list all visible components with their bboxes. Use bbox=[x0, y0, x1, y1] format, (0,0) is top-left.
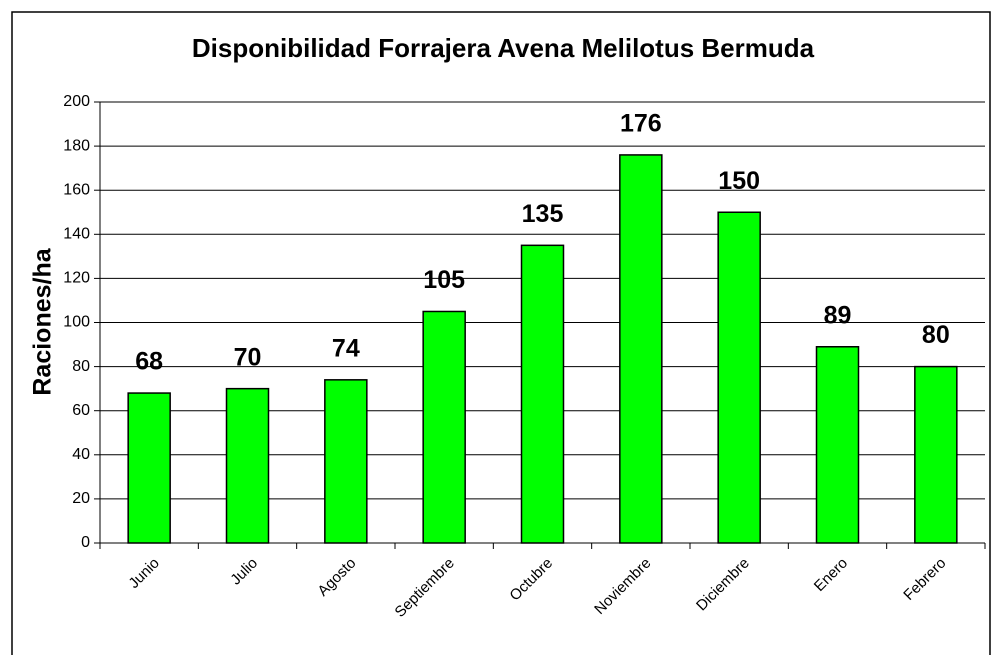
y-tick-label: 20 bbox=[72, 490, 90, 507]
data-label: 80 bbox=[922, 321, 950, 349]
data-label: 176 bbox=[620, 110, 662, 138]
chart-title: Disponibilidad Forrajera Avena Melilotus… bbox=[192, 33, 815, 63]
y-tick-label: 140 bbox=[63, 226, 90, 243]
bar bbox=[127, 392, 171, 544]
data-label: 89 bbox=[824, 301, 852, 329]
bar bbox=[324, 379, 368, 544]
bar bbox=[914, 365, 958, 544]
y-tick-label: 160 bbox=[63, 181, 90, 198]
y-axis-label: Raciones/ha bbox=[29, 247, 57, 395]
y-tick-label: 100 bbox=[63, 314, 90, 331]
bar bbox=[815, 346, 860, 544]
data-label: 74 bbox=[332, 334, 360, 362]
y-tick-label: 120 bbox=[63, 270, 90, 287]
bar bbox=[619, 154, 663, 544]
data-label: 68 bbox=[135, 348, 163, 376]
y-tick-label: 80 bbox=[72, 358, 90, 375]
y-tick-label: 180 bbox=[63, 137, 90, 154]
bar bbox=[717, 211, 761, 544]
chart-frame bbox=[11, 11, 991, 655]
bar bbox=[225, 387, 270, 544]
data-label: 105 bbox=[423, 266, 465, 294]
data-label: 150 bbox=[718, 167, 760, 195]
bar bbox=[520, 244, 565, 544]
y-tick-label: 200 bbox=[63, 93, 90, 110]
y-tick-label: 60 bbox=[72, 402, 90, 419]
bar bbox=[422, 310, 466, 544]
data-label: 70 bbox=[234, 343, 262, 371]
y-tick-label: 0 bbox=[81, 534, 90, 551]
y-tick-label: 40 bbox=[72, 446, 90, 463]
data-label: 135 bbox=[522, 200, 564, 228]
